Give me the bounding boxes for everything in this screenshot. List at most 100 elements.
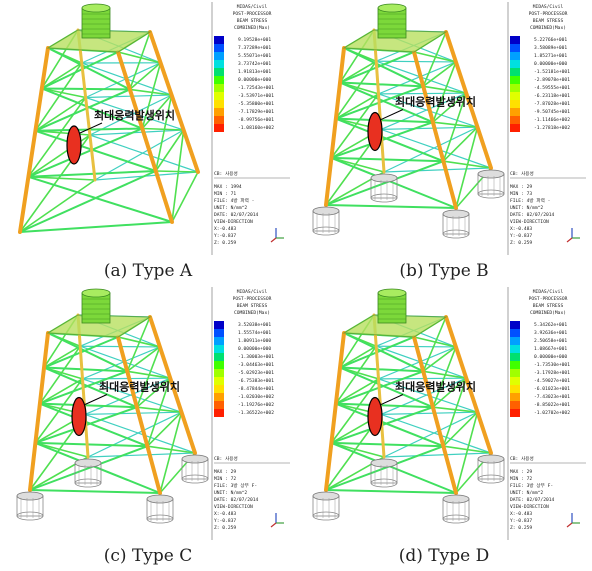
legend-header: COMBINED(Max) bbox=[234, 25, 270, 31]
legend-value: 1.91813e+001 bbox=[238, 69, 271, 75]
legend-info: Z: 0.259 bbox=[214, 525, 236, 531]
leg bbox=[118, 337, 160, 493]
legend-info: UNIT: N/mm^2 bbox=[510, 205, 543, 211]
legend-swatch bbox=[510, 401, 520, 409]
legend-info: MAX : 29 bbox=[510, 184, 532, 190]
hotspot bbox=[368, 113, 382, 151]
legend-header: POST-PROCESSOR bbox=[233, 11, 272, 17]
tower-top bbox=[378, 289, 406, 297]
legend-value: -4.59555e+001 bbox=[534, 85, 570, 91]
legend-info: VIEW-DIRECTION bbox=[214, 504, 253, 510]
legend-swatch bbox=[214, 337, 224, 345]
legend-info: UNIT: N/mm^2 bbox=[510, 490, 543, 496]
legend-header: MIDAS/Civil bbox=[533, 4, 564, 10]
pointer bbox=[85, 395, 107, 405]
tower-top bbox=[378, 4, 406, 12]
legend-swatch bbox=[214, 361, 224, 369]
legend-info: X:-0.483 bbox=[214, 226, 236, 232]
legend-header: COMBINED(Max) bbox=[530, 310, 566, 316]
legend-value: 0.00000e+000 bbox=[238, 346, 271, 352]
leg bbox=[414, 52, 456, 208]
legend-value: -1.73530e+001 bbox=[534, 362, 570, 368]
legend-value: -4.59027e+001 bbox=[534, 378, 570, 384]
legend-value: -2.89078e+001 bbox=[534, 77, 570, 83]
leg bbox=[414, 337, 456, 493]
legend-value: -1.72543e+001 bbox=[238, 85, 274, 91]
caption: (b) Type B bbox=[399, 261, 488, 281]
brace bbox=[379, 93, 467, 94]
legend-swatch bbox=[510, 36, 520, 44]
brace bbox=[28, 171, 155, 177]
legend-value: -1.11466e+002 bbox=[534, 117, 570, 123]
legend-info: MAX : 29 bbox=[214, 469, 236, 475]
legend-swatch bbox=[214, 353, 224, 361]
legend-value: 0.00000e+000 bbox=[534, 354, 567, 360]
brace bbox=[20, 180, 95, 232]
legend-header: POST-PROCESSOR bbox=[233, 296, 272, 302]
legend-swatch bbox=[510, 329, 520, 337]
legend-value: -8.47844e+001 bbox=[238, 386, 274, 392]
legend-value: -5.02923e+001 bbox=[238, 370, 274, 376]
legend-swatch bbox=[214, 108, 224, 116]
legend-swatch bbox=[510, 60, 520, 68]
brace bbox=[381, 127, 478, 129]
brace bbox=[326, 205, 456, 208]
legend-swatch bbox=[214, 60, 224, 68]
max-stress-label: 최대응력발생위치 bbox=[94, 108, 175, 122]
legend-swatch bbox=[510, 361, 520, 369]
legend-info: MIN : 71 bbox=[214, 191, 236, 197]
brace bbox=[331, 158, 443, 161]
legend-info: MAX : 29 bbox=[510, 469, 532, 475]
legend-swatch bbox=[214, 124, 224, 132]
legend-header: POST-PROCESSOR bbox=[529, 11, 568, 17]
legend-info: UNIT: N/mm^2 bbox=[214, 205, 247, 211]
hotspot bbox=[72, 398, 86, 436]
legend-header: BEAM STRESS bbox=[533, 303, 564, 309]
legend-info: CB: 사용성 bbox=[510, 170, 534, 177]
legend-info: Y:-0.837 bbox=[510, 518, 532, 524]
legend-value: 9.19528e+001 bbox=[238, 37, 271, 43]
legend-swatch bbox=[510, 409, 520, 417]
legend-info: FILE: 3방 상부 F- bbox=[510, 482, 553, 489]
legend-info: CB: 사용성 bbox=[214, 170, 238, 177]
legend-swatch bbox=[510, 124, 520, 132]
legend-header: MIDAS/Civil bbox=[533, 289, 564, 295]
legend-swatch bbox=[510, 377, 520, 385]
legend-value: -6.23118e+001 bbox=[534, 93, 570, 99]
pointer bbox=[381, 395, 403, 405]
legend-value: -6.01023e+001 bbox=[534, 386, 570, 392]
legend-value: -7.17829e+001 bbox=[238, 109, 274, 115]
legend-swatch bbox=[510, 345, 520, 353]
legend-info: CB: 사용성 bbox=[214, 455, 238, 462]
max-stress-label: 최대응력발생위치 bbox=[395, 95, 476, 109]
legend-swatch bbox=[510, 84, 520, 92]
legend-value: -3.04463e+001 bbox=[238, 362, 274, 368]
legend-value: 1.80911e+000 bbox=[238, 338, 271, 344]
brace bbox=[384, 168, 491, 172]
legend-swatch bbox=[214, 385, 224, 393]
legend-info: Z: 0.259 bbox=[510, 525, 532, 531]
legend-info: FILE: 3방 상부 F- bbox=[214, 482, 257, 489]
legend-info: Z: 0.259 bbox=[510, 240, 532, 246]
legend-info: FILE: 4방 파력 - bbox=[214, 197, 254, 204]
legend-header: COMBINED(Max) bbox=[234, 310, 270, 316]
tower bbox=[82, 8, 110, 38]
max-stress-label: 최대응력발생위치 bbox=[395, 380, 476, 394]
tower bbox=[378, 293, 406, 323]
legend-value: 3.58089e+001 bbox=[534, 45, 567, 51]
legend-header: POST-PROCESSOR bbox=[529, 296, 568, 302]
legend-swatch bbox=[214, 409, 224, 417]
legend-swatch bbox=[510, 100, 520, 108]
legend-value: -1.02702e+002 bbox=[534, 410, 570, 416]
legend-header: BEAM STRESS bbox=[237, 18, 268, 24]
brace bbox=[86, 95, 172, 98]
leg bbox=[326, 333, 344, 490]
legend-swatch bbox=[510, 385, 520, 393]
legend-swatch bbox=[510, 108, 520, 116]
legend-swatch bbox=[214, 329, 224, 337]
legend-header: COMBINED(Max) bbox=[530, 25, 566, 31]
legend-value: 5.55071e+001 bbox=[238, 53, 271, 59]
axis-icon bbox=[271, 238, 276, 242]
legend-value: -6.75383e+001 bbox=[238, 378, 274, 384]
